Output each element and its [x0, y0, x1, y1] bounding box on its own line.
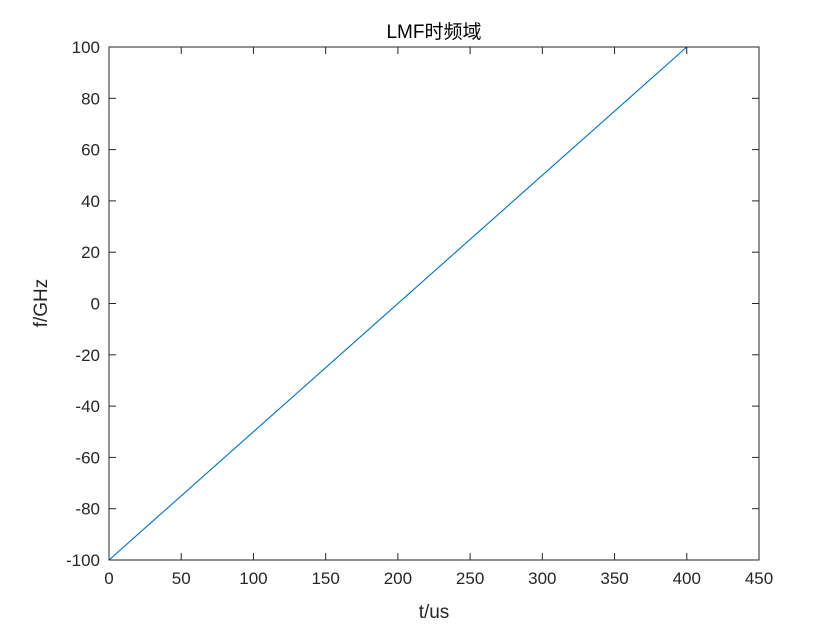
y-axis-label: f/GHz: [31, 279, 52, 328]
y-tick-label: -60: [75, 448, 100, 467]
y-tick-label: -80: [75, 500, 100, 519]
x-tick-label: 200: [384, 569, 412, 588]
x-tick-label: 400: [673, 569, 701, 588]
x-tick-label: 50: [172, 569, 191, 588]
y-tick-label: -20: [75, 346, 100, 365]
y-tick-label: 100: [72, 38, 100, 57]
x-tick-label: 100: [239, 569, 267, 588]
x-tick-label: 150: [311, 569, 339, 588]
x-tick-label: 250: [456, 569, 484, 588]
y-tick-label: 80: [81, 89, 100, 108]
chart-title: LMF时频域: [386, 21, 481, 43]
series-layer: [108, 46, 688, 561]
x-tick-label: 0: [104, 569, 113, 588]
y-tick-label: 0: [91, 295, 100, 314]
x-axis-ticks: 0 50 100 150 200 250 300 350 400 450: [104, 47, 773, 588]
y-tick-label: 40: [81, 192, 100, 211]
x-axis-label: t/us: [419, 602, 450, 623]
x-tick-label: 450: [745, 569, 773, 588]
y-tick-label: 20: [81, 243, 100, 262]
plot-area: [109, 47, 759, 560]
series-line-0: [108, 46, 688, 561]
y-tick-label: 60: [81, 141, 100, 160]
y-tick-label: -100: [66, 551, 100, 570]
x-tick-label: 300: [528, 569, 556, 588]
x-tick-label: 350: [600, 569, 628, 588]
y-tick-label: -40: [75, 397, 100, 416]
y-axis-ticks: -100 -80 -60 -40 -20 0 20 40 60 80 100: [66, 38, 759, 570]
